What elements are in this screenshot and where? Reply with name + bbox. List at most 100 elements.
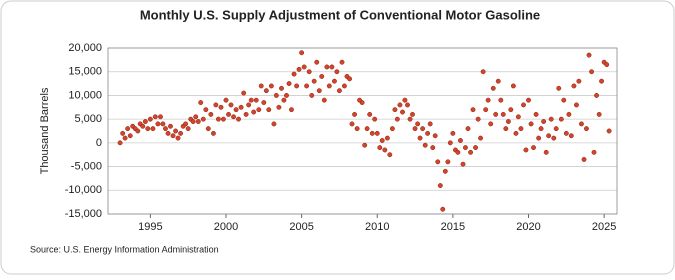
point <box>276 104 282 110</box>
point <box>546 133 552 139</box>
point <box>576 78 582 84</box>
point <box>306 69 312 75</box>
point <box>200 116 206 122</box>
point <box>178 130 184 136</box>
point <box>450 130 456 136</box>
point <box>304 83 310 89</box>
point <box>268 83 274 89</box>
point <box>339 59 345 65</box>
point <box>526 97 531 103</box>
point <box>127 133 133 139</box>
point <box>155 121 161 127</box>
point <box>447 140 453 146</box>
point <box>284 92 289 98</box>
point <box>195 119 201 124</box>
point <box>271 121 277 127</box>
point <box>299 50 305 56</box>
x-tick-label: 2015 <box>441 221 465 233</box>
point <box>528 121 534 127</box>
point <box>493 111 499 117</box>
y-tick-label: -10,000 <box>65 184 102 196</box>
point <box>556 85 562 91</box>
point <box>405 102 410 108</box>
point <box>291 71 297 77</box>
point <box>440 206 446 212</box>
point <box>420 126 426 132</box>
point <box>410 111 415 117</box>
point <box>205 126 211 132</box>
point <box>324 64 330 70</box>
point <box>462 145 468 151</box>
point <box>263 88 269 94</box>
point <box>445 159 451 165</box>
point <box>165 130 171 136</box>
point <box>596 111 602 117</box>
y-axis-label: Thousand Barrels <box>39 87 51 174</box>
point <box>163 126 168 132</box>
point <box>468 149 474 155</box>
point <box>558 116 564 122</box>
point <box>168 123 173 129</box>
point <box>566 111 572 117</box>
point <box>394 116 400 122</box>
point <box>251 109 257 115</box>
chart-title: Monthly U.S. Supply Adjustment of Conven… <box>140 7 540 22</box>
x-tick-label: 2020 <box>516 221 540 233</box>
point <box>475 116 481 122</box>
point <box>563 130 569 136</box>
point <box>518 126 524 132</box>
point <box>415 121 421 127</box>
point <box>483 107 489 113</box>
point <box>193 114 199 120</box>
point <box>515 114 521 120</box>
point <box>392 107 398 113</box>
point <box>311 78 317 84</box>
point <box>220 116 226 122</box>
point <box>122 135 128 141</box>
point <box>505 119 511 124</box>
point <box>142 119 148 124</box>
point <box>170 133 176 139</box>
point <box>256 107 262 113</box>
point <box>531 145 536 151</box>
point <box>568 133 574 139</box>
point <box>377 145 383 151</box>
point <box>341 83 347 89</box>
point <box>213 102 219 108</box>
point <box>175 135 181 141</box>
x-tick-label: 2005 <box>289 221 313 233</box>
point <box>321 97 327 103</box>
y-tick-label: 20,000 <box>68 42 102 54</box>
point <box>455 149 461 155</box>
point <box>538 126 544 132</box>
point <box>561 97 567 103</box>
point <box>258 83 264 89</box>
point <box>498 97 504 103</box>
point <box>543 149 549 155</box>
point <box>548 116 554 122</box>
point <box>331 78 337 84</box>
plot-border <box>107 47 618 215</box>
point <box>387 152 393 158</box>
point <box>125 126 131 132</box>
point <box>329 64 335 70</box>
point <box>158 114 163 120</box>
point <box>347 76 353 82</box>
point <box>407 116 413 122</box>
point <box>228 102 234 108</box>
point <box>571 83 577 89</box>
point <box>296 66 302 72</box>
point <box>473 145 479 151</box>
point <box>218 104 224 110</box>
point <box>551 135 557 141</box>
point <box>417 135 423 141</box>
point <box>301 64 307 70</box>
point <box>215 116 221 122</box>
point <box>432 133 438 139</box>
point <box>389 126 395 132</box>
point <box>286 81 292 87</box>
point <box>442 168 448 174</box>
point <box>241 90 247 96</box>
source: Source: U.S. Energy Information Administ… <box>30 244 219 254</box>
